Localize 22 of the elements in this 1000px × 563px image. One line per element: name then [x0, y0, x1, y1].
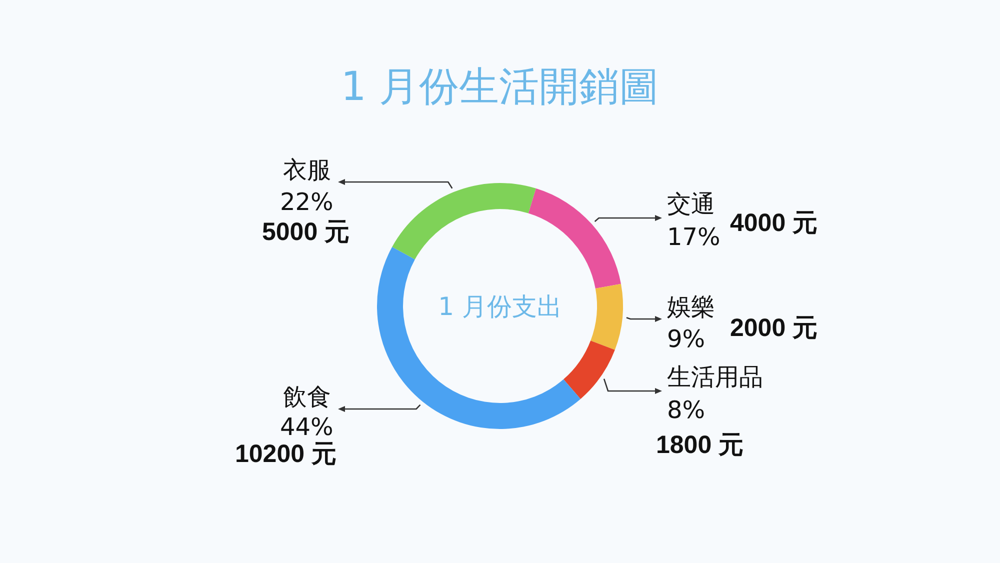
slice-label: 生活用品: [667, 363, 763, 391]
slice-label: 飲食: [283, 383, 331, 411]
data-label: 1800 元: [656, 431, 744, 459]
data-label: 2000 元: [730, 314, 818, 342]
chart-title: 1 月份生活開銷圖: [340, 64, 660, 110]
donut-slice: [564, 340, 615, 399]
donut-slice: [377, 246, 581, 429]
data-label: 5000 元: [262, 218, 350, 246]
data-label: 10200 元: [235, 440, 336, 468]
donut-slice: [392, 183, 536, 260]
text: 22%: [280, 188, 334, 216]
text: 44%: [280, 413, 334, 441]
slice-label: 衣服: [283, 156, 331, 184]
text: 1 月份支出: [438, 292, 562, 321]
slice-label: 娛樂: [667, 293, 715, 321]
text: 17%: [667, 223, 720, 251]
text: 9%: [667, 325, 706, 353]
text: 8%: [667, 396, 706, 424]
slice-label: 交通: [667, 190, 715, 218]
data-label: 4000 元: [730, 209, 818, 237]
donut-slice: [590, 284, 623, 350]
donut-slice: [528, 188, 621, 289]
